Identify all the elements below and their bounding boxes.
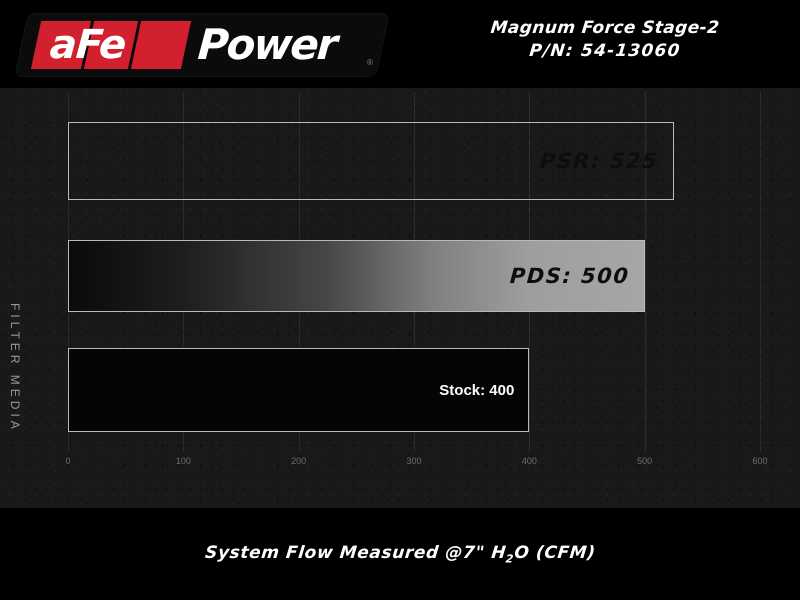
bar-psr: PSR: 525: [68, 122, 674, 200]
logo-text-power: Power: [196, 20, 338, 69]
x-tick-100: 100: [175, 456, 191, 466]
x-tick-0: 0: [65, 456, 71, 466]
part-number-label: P/N: 54-13060: [528, 41, 682, 61]
x-tick-500: 500: [637, 456, 653, 466]
plot-area: PSR: 525 PDS: 500 Stock: 400: [68, 92, 761, 452]
product-line-title: Magnum Force Stage-2: [489, 18, 721, 38]
y-axis-label: FILTER MEDIA: [8, 303, 22, 433]
x-tick-400: 400: [521, 456, 537, 466]
footer-caption-part2: O (CFM): [513, 542, 597, 563]
registered-trademark-icon: ®: [367, 58, 373, 67]
bar-psr-label: PSR: 525: [539, 149, 660, 173]
logo-text-afe: aFe: [48, 22, 127, 68]
bar-pds: PDS: 500: [68, 240, 645, 312]
x-tick-200: 200: [291, 456, 307, 466]
afe-power-logo: aFe Power ®: [15, 14, 389, 76]
gridline-600: [760, 92, 761, 452]
header-bar: aFe Power ® Magnum Force Stage-2 P/N: 54…: [0, 0, 800, 88]
x-axis: 0 100 200 300 400 500 600: [65, 456, 767, 476]
footer-bar: System Flow Measured @7" H2O (CFM): [0, 508, 800, 600]
x-tick-300: 300: [406, 456, 422, 466]
bar-pds-label: PDS: 500: [509, 264, 631, 288]
bar-stock-label: Stock: 400: [439, 381, 515, 399]
chart-panel: FILTER MEDIA PSR: 525 PDS: 500 Stock: 40…: [0, 88, 800, 508]
footer-caption: System Flow Measured @7" H2O (CFM): [204, 543, 597, 565]
footer-caption-part1: System Flow Measured @7" H: [203, 542, 508, 563]
header-title-block: Magnum Force Stage-2 P/N: 54-13060: [430, 18, 780, 61]
gridline-500: [644, 92, 646, 452]
bar-stock: Stock: 400: [68, 348, 530, 432]
x-tick-600: 600: [752, 456, 768, 466]
